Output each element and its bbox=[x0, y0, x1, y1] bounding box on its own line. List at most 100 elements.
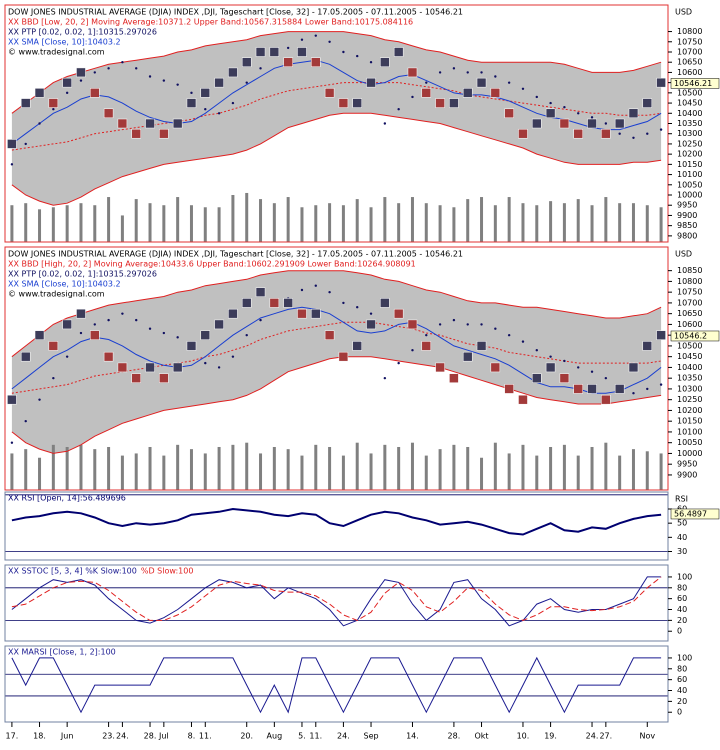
price-brick bbox=[186, 341, 197, 351]
ptp-dot bbox=[646, 387, 649, 391]
price-brick bbox=[545, 108, 556, 119]
ptp-dot bbox=[176, 336, 179, 339]
ptp-dot bbox=[590, 116, 594, 119]
price-brick bbox=[407, 319, 418, 330]
x-tick-label: 27. bbox=[599, 732, 612, 741]
ptp-dot bbox=[549, 101, 552, 105]
volume-bar bbox=[286, 449, 290, 490]
price-brick bbox=[20, 351, 31, 362]
y-tick-label: 10700 bbox=[677, 298, 702, 307]
y-tick-label: 10700 bbox=[677, 47, 702, 56]
legend-text: © www.tradesignal.com bbox=[8, 48, 105, 57]
y-tick-label: 10050 bbox=[677, 438, 702, 447]
ptp-dot bbox=[646, 132, 649, 135]
price-brick bbox=[476, 341, 487, 351]
panel-border bbox=[4, 564, 669, 642]
volume-bar bbox=[576, 199, 580, 242]
price-brick bbox=[214, 77, 224, 88]
price-brick bbox=[200, 330, 211, 340]
panel-border bbox=[4, 246, 669, 491]
ptp-dot bbox=[466, 323, 469, 326]
y-tick-label: 10600 bbox=[677, 68, 702, 77]
price-brick bbox=[532, 118, 542, 129]
ptp-dot bbox=[328, 40, 331, 43]
ptp-dot bbox=[204, 361, 207, 365]
volume-bar bbox=[480, 197, 484, 242]
ptp-dot bbox=[135, 67, 138, 70]
panel-border bbox=[4, 645, 669, 723]
ptp-dot bbox=[38, 398, 41, 401]
ptp-dot bbox=[300, 288, 304, 292]
volume-bar bbox=[466, 446, 470, 490]
volume-bar bbox=[286, 197, 290, 242]
price-brick bbox=[145, 362, 155, 373]
legend-text: © www.tradesignal.com bbox=[8, 290, 105, 299]
volume-bar bbox=[590, 446, 594, 490]
ptp-dot bbox=[52, 107, 55, 111]
price-brick bbox=[241, 57, 252, 67]
volume-bar bbox=[535, 205, 539, 242]
price-brick bbox=[324, 330, 335, 340]
y-tick-label: 10100 bbox=[677, 427, 702, 436]
price-brick bbox=[214, 319, 224, 330]
x-tick-label: 28. bbox=[448, 732, 461, 741]
ptp-dot bbox=[397, 107, 400, 111]
band-fill bbox=[11, 270, 662, 454]
price-brick bbox=[131, 373, 141, 383]
ptp-dot bbox=[217, 112, 221, 115]
price-brick bbox=[532, 373, 542, 383]
last-value-box bbox=[670, 330, 720, 342]
ptp-dot bbox=[369, 312, 373, 315]
y-tick-label: 10500 bbox=[677, 341, 702, 350]
price-brick bbox=[145, 118, 155, 129]
price-brick bbox=[76, 67, 86, 78]
last-value-box bbox=[670, 508, 720, 520]
volume-bar bbox=[189, 205, 193, 242]
y-tick-label: 10250 bbox=[677, 139, 702, 148]
series-line bbox=[11, 576, 662, 627]
y-tick-label: 0 bbox=[677, 708, 682, 717]
volume-bar bbox=[189, 449, 193, 490]
volume-bar bbox=[328, 203, 332, 242]
volume-bar bbox=[300, 455, 304, 490]
ptp-dot bbox=[314, 284, 317, 287]
ptp-dot bbox=[259, 318, 262, 322]
volume-bar bbox=[148, 446, 152, 490]
price-brick bbox=[117, 118, 128, 129]
ptp-dot bbox=[438, 323, 442, 326]
y-tick-label: 10450 bbox=[677, 99, 702, 108]
axis-unit: USD bbox=[675, 8, 692, 17]
x-tick-label: 11. bbox=[199, 732, 212, 741]
volume-bar bbox=[631, 203, 635, 242]
y-tick-label: 10100 bbox=[677, 170, 702, 179]
price-brick bbox=[338, 98, 349, 108]
legend-text: XX BBD [High, 20, 2] Moving Average:1043… bbox=[8, 260, 416, 269]
volume-bar bbox=[521, 203, 525, 242]
y-tick-label: 40 bbox=[677, 533, 687, 542]
last-value: 10546.2 bbox=[674, 331, 707, 340]
price-brick bbox=[159, 373, 169, 383]
x-tick-label: 24. bbox=[586, 732, 599, 741]
volume-bar bbox=[65, 446, 69, 490]
volume-bar bbox=[93, 205, 97, 242]
ptp-dot bbox=[632, 136, 635, 140]
band-line bbox=[11, 112, 662, 206]
x-tick-label: 5. bbox=[298, 732, 306, 741]
ptp-dot bbox=[65, 91, 69, 95]
price-brick bbox=[393, 47, 404, 57]
y-tick-label: 10750 bbox=[677, 288, 702, 297]
ptp-dot bbox=[507, 333, 511, 337]
volume-bar bbox=[245, 442, 249, 490]
price-brick bbox=[504, 108, 514, 119]
price-brick bbox=[324, 88, 335, 98]
y-tick-label: 10200 bbox=[677, 406, 702, 415]
price-brick bbox=[656, 77, 666, 88]
ptp-dot bbox=[563, 359, 566, 363]
y-tick-label: 10250 bbox=[677, 395, 702, 404]
y-tick-label: 10300 bbox=[677, 129, 702, 138]
volume-bar bbox=[466, 199, 470, 242]
y-tick-label: 9800 bbox=[677, 231, 697, 240]
ptp-dot bbox=[10, 163, 14, 166]
ptp-dot bbox=[121, 61, 124, 64]
